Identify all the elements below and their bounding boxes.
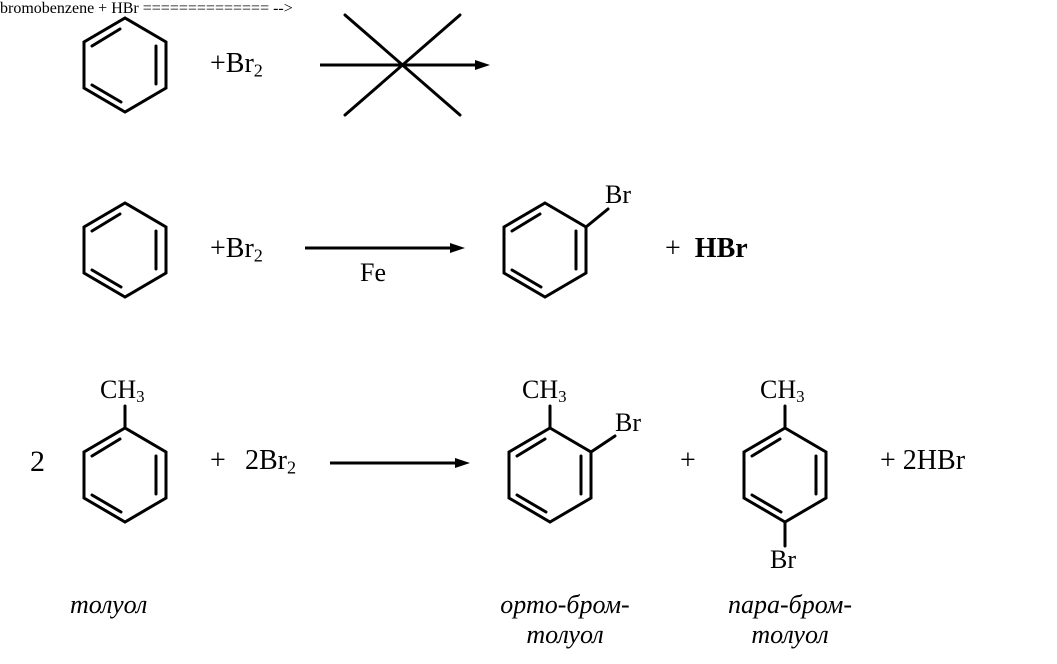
hbr-text: 2HBr (903, 445, 965, 476)
plus-sign: + (210, 48, 226, 79)
br-text: Br (226, 48, 254, 79)
plus-sign: + (880, 445, 896, 476)
r3-ortho-ch3: CH3 (522, 375, 567, 407)
r2-byproduct: + HBr (665, 233, 748, 265)
plus-sign: + (665, 233, 681, 264)
r3-para-ch3: CH3 (760, 375, 805, 407)
reagent-text: 2Br (245, 445, 287, 476)
ortho-bromotoluene-ring (495, 400, 620, 530)
label-ortho: орто-бром- толуол (470, 590, 660, 650)
br-sub: 2 (254, 61, 263, 81)
arrow-r3 (325, 453, 475, 473)
ch-text: CH (760, 375, 796, 404)
bromobenzene-ring (490, 195, 610, 305)
br-sub: 2 (254, 246, 263, 266)
label-ortho-l2: толуол (470, 620, 660, 650)
ch-text: CH (522, 375, 558, 404)
r2-reagent: +Br2 (210, 233, 263, 267)
para-bromotoluene-ring (730, 400, 840, 560)
label-para-l1: пара-бром- (700, 590, 880, 620)
r3-reactant-ch3: CH3 (100, 375, 145, 407)
crossed-arrow-icon (310, 0, 500, 130)
r2-product-br: Br (605, 180, 631, 210)
r3-reagent: 2Br2 (245, 445, 296, 479)
r3-plus1: + (210, 445, 226, 477)
benzene-ring-r2 (70, 195, 180, 305)
ch-sub: 3 (558, 387, 566, 406)
hbr-text: HBr (695, 233, 748, 264)
benzene-ring-r1 (70, 10, 180, 120)
r3-ortho-br: Br (615, 408, 641, 438)
reagent-sub: 2 (287, 458, 296, 478)
ch-sub: 3 (796, 387, 804, 406)
r2-catalyst: Fe (360, 258, 386, 288)
r3-byproduct: + 2HBr (880, 445, 965, 477)
plus-sign: + (210, 233, 226, 264)
label-ortho-l1: орто-бром- (470, 590, 660, 620)
r3-coeff: 2 (30, 445, 45, 479)
label-toluene: толуол (70, 590, 147, 620)
ch-sub: 3 (136, 387, 144, 406)
toluene-ring (70, 400, 180, 530)
r3-plus2: + (680, 445, 696, 477)
label-para-l2: толуол (700, 620, 880, 650)
arrow-r2 (300, 238, 470, 258)
r1-reagent: +Br2 (210, 48, 263, 82)
ch-text: CH (100, 375, 136, 404)
label-para: пара-бром- толуол (700, 590, 880, 650)
br-text: Br (226, 233, 254, 264)
r3-para-br: Br (770, 545, 796, 575)
